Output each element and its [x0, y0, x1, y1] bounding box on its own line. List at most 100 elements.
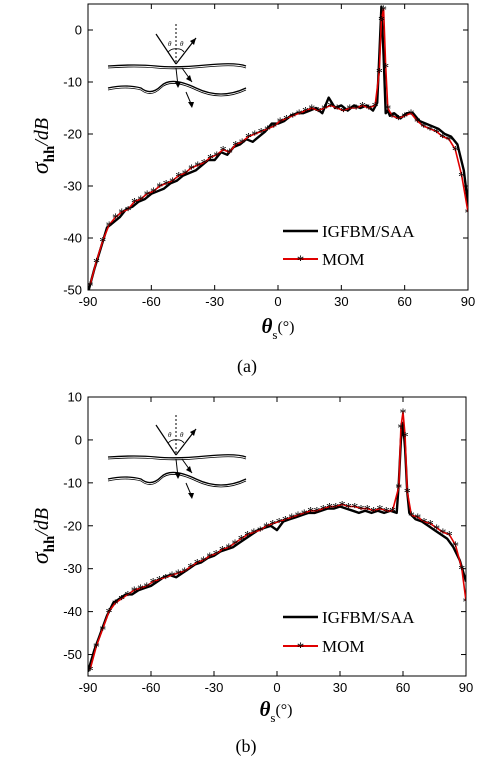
legend-label-mom: MOM — [322, 637, 365, 656]
mom-data-point: * — [188, 162, 195, 177]
mom-data-point: * — [106, 606, 113, 621]
mom-data-point: * — [232, 537, 239, 552]
x-tick-label: 90 — [461, 294, 475, 309]
mom-data-point: * — [439, 131, 446, 146]
mom-data-point: * — [364, 503, 371, 518]
x-tick-label: 0 — [274, 294, 281, 309]
mom-data-point: * — [404, 486, 411, 501]
mom-data-point: * — [389, 505, 396, 520]
mom-data-point: * — [334, 103, 341, 118]
scattering-geometry-inset: θ θ — [107, 415, 247, 499]
mom-data-point: * — [269, 518, 276, 533]
mom-data-point: * — [251, 129, 258, 144]
mom-data-point: * — [106, 220, 113, 235]
x-tick-label: 30 — [333, 680, 347, 695]
y-tick-label: 0 — [75, 432, 82, 447]
mom-data-point: * — [187, 561, 194, 576]
plot-frame — [87, 3, 469, 291]
mom-data-point: * — [351, 501, 358, 516]
mom-data-point: * — [264, 123, 271, 138]
mom-data-point: * — [143, 580, 150, 595]
y-tick-label: -20 — [63, 518, 82, 533]
mom-data-point: * — [137, 194, 144, 209]
mom-data-point: * — [226, 147, 233, 162]
mom-data-point: * — [270, 121, 277, 136]
mom-data-point: * — [219, 544, 226, 559]
mom-data-point: * — [446, 529, 453, 544]
mom-data-point: * — [175, 170, 182, 185]
mom-data-point: * — [402, 430, 409, 445]
mom-data-point: * — [99, 623, 106, 638]
mom-data-point: * — [150, 186, 157, 201]
mom-data-point: * — [380, 4, 387, 19]
legend-marker-mom: * — [297, 640, 305, 656]
series-line-igfbm-saa — [88, 421, 466, 673]
y-tick-label: -50 — [63, 647, 82, 662]
chart-panel-b: θ θ -90 -60 -30 0 30 60 90 -50-40-30-20-10010 … — [28, 390, 473, 758]
mom-data-point: * — [463, 595, 470, 610]
x-tick-label: -90 — [79, 680, 98, 695]
mom-data-point: * — [321, 103, 328, 118]
y-tick-label: -40 — [63, 604, 82, 619]
mom-data-point: * — [169, 175, 176, 190]
y-tick-label: 0 — [75, 23, 82, 38]
mom-data-point: * — [99, 235, 106, 250]
mom-data-point: * — [359, 100, 366, 115]
mom-data-point: * — [118, 207, 125, 222]
x-tick-label: -30 — [205, 680, 224, 695]
panel-label-a: (a) — [237, 356, 257, 377]
mom-data-point: * — [194, 160, 201, 175]
mom-data-point: * — [238, 533, 245, 548]
mom-data-point: * — [250, 527, 257, 542]
mom-data-point: * — [295, 510, 302, 525]
x-tick-label: -60 — [142, 680, 161, 695]
mom-data-point: * — [257, 525, 264, 540]
mom-data-point: * — [452, 540, 459, 555]
mom-data-point: * — [465, 207, 472, 222]
svg-text:θ: θ — [168, 431, 172, 439]
y-tick-label: -20 — [63, 127, 82, 142]
y-tick-label: -50 — [63, 283, 82, 298]
mom-data-point: * — [225, 542, 232, 557]
mom-data-point: * — [395, 482, 402, 497]
mom-data-point: * — [401, 110, 408, 125]
mom-data-point: * — [283, 113, 290, 128]
mom-data-point: * — [446, 134, 453, 149]
mom-data-point: * — [332, 501, 339, 516]
mom-data-point: * — [118, 593, 125, 608]
mom-data-point: * — [131, 585, 138, 600]
chart-panel-a: θ θ -90 -60 -30 0 30 60 90 -50-40-30-20-100 **… — [28, 3, 475, 377]
plot-frame — [87, 396, 467, 677]
x-tick-label: 30 — [334, 294, 348, 309]
mom-data-point: * — [245, 131, 252, 146]
legend-label-igfbm: IGFBM/SAA — [322, 222, 415, 241]
mom-data-point: * — [194, 557, 201, 572]
mom-data-point: * — [458, 563, 465, 578]
mom-data-point: * — [340, 105, 347, 120]
mom-data-point: * — [206, 550, 213, 565]
series-line-mom — [89, 411, 466, 670]
mom-data-point: * — [346, 103, 353, 118]
scattering-geometry-inset: θ θ — [107, 24, 247, 108]
mom-data-point: * — [201, 157, 208, 172]
mom-data-point: * — [414, 512, 421, 527]
mom-data-point: * — [87, 279, 94, 294]
x-axis-label: θs(°) — [259, 697, 292, 725]
mom-data-point: * — [458, 170, 465, 185]
mom-data-point: * — [124, 589, 131, 604]
legend-marker-mom: * — [297, 253, 305, 269]
mom-data-point: * — [87, 664, 94, 679]
mom-data-point: * — [296, 108, 303, 123]
mom-data-point: * — [112, 212, 119, 227]
x-tick-label: 90 — [459, 680, 473, 695]
x-tick-label: -60 — [142, 294, 161, 309]
x-tick-label: 60 — [396, 680, 410, 695]
mom-data-point: * — [327, 100, 334, 115]
mom-data-point: * — [207, 152, 214, 167]
mom-data-point: * — [345, 501, 352, 516]
mom-data-point: * — [156, 181, 163, 196]
series-line-mom — [89, 8, 468, 286]
mom-data-point: * — [200, 555, 207, 570]
mom-data-point: * — [315, 105, 322, 120]
mom-data-point: * — [175, 567, 182, 582]
